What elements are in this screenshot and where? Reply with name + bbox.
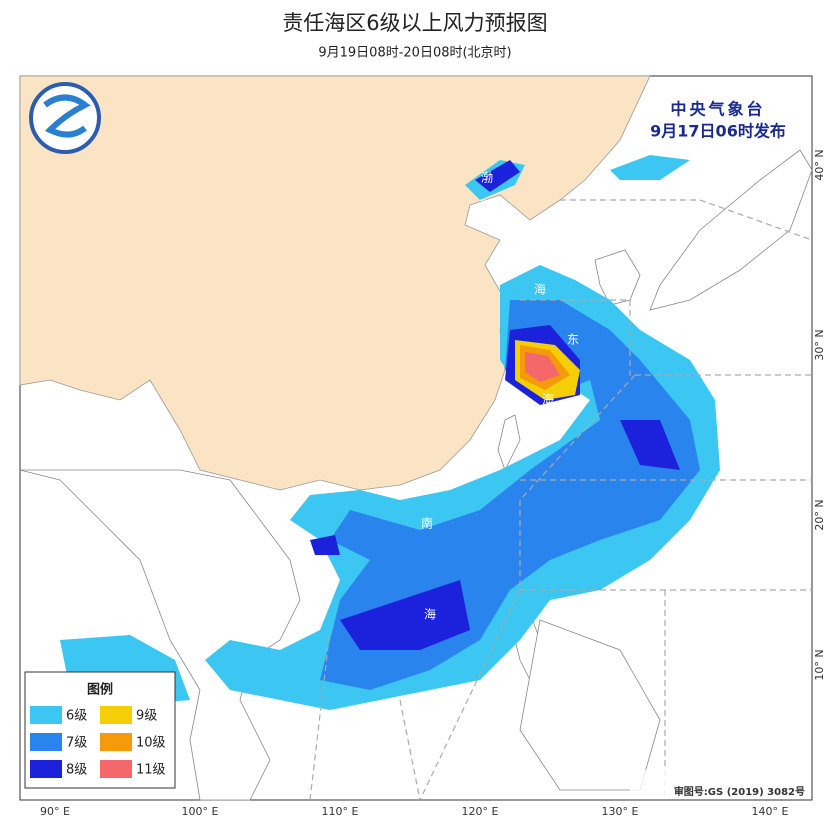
labels: 中央气象台 9月17日06时发布 90° E 100° E 110° E 120° E 13… bbox=[40, 98, 826, 818]
legend: 图例 6级 7级 8级 9级 10级 11级 bbox=[24, 671, 176, 789]
japan bbox=[649, 149, 813, 311]
sea-label: 黄 bbox=[539, 236, 551, 250]
sea-label: 海 bbox=[542, 392, 554, 407]
wind-area-6 bbox=[610, 155, 690, 180]
legend-label: 7级 bbox=[66, 736, 87, 751]
sea-label: 海 bbox=[424, 607, 436, 622]
legend-swatch bbox=[100, 760, 132, 778]
sea-label: 南 bbox=[421, 516, 433, 531]
logo-mark bbox=[43, 94, 91, 138]
longitude-label: 110° E bbox=[322, 805, 359, 818]
map-subtitle: 9月19日08时-20日08时(北京时) bbox=[318, 46, 511, 61]
latitude-label: 40° N bbox=[813, 149, 826, 180]
wind-area-8 bbox=[310, 535, 340, 555]
legend-swatch bbox=[100, 706, 132, 724]
map-title: 责任海区6级以上风力预报图 bbox=[282, 11, 547, 35]
indochina bbox=[19, 469, 301, 801]
latitude-label: 30° N bbox=[813, 329, 826, 360]
wind-area-8 bbox=[340, 580, 470, 650]
legend-label: 10级 bbox=[136, 736, 166, 751]
legend-swatch bbox=[100, 733, 132, 751]
issuer-agency: 中央气象台 bbox=[670, 100, 765, 119]
latitude-label: 20° N bbox=[813, 499, 826, 530]
longitude-label: 100° E bbox=[182, 805, 219, 818]
taiwan bbox=[497, 414, 521, 472]
longitude-label: 130° E bbox=[602, 805, 639, 818]
legend-title: 图例 bbox=[87, 682, 113, 698]
latitude-label: 10° N bbox=[813, 649, 826, 680]
boundary-line bbox=[309, 199, 813, 801]
legend-swatch bbox=[30, 733, 62, 751]
legend-label: 6级 bbox=[66, 709, 87, 724]
sea-label: 渤 bbox=[481, 171, 493, 185]
sea-label: 海 bbox=[479, 198, 491, 213]
legend-swatch bbox=[30, 706, 62, 724]
longitude-label: 120° E bbox=[462, 805, 499, 818]
issuer-time: 9月17日06时发布 bbox=[650, 122, 786, 141]
longitude-label: 90° E bbox=[40, 805, 70, 818]
wind-area-8 bbox=[475, 160, 520, 192]
wind-area-11 bbox=[525, 352, 560, 382]
wind-area-8 bbox=[620, 420, 680, 470]
approval-box bbox=[630, 770, 810, 798]
legend-swatch bbox=[30, 760, 62, 778]
longitude-label: 140° E bbox=[752, 805, 789, 818]
approval-number: 审图号:GS (2019) 3082号 bbox=[674, 785, 805, 798]
sea-label: 海 bbox=[534, 282, 546, 297]
wind-area-7 bbox=[320, 300, 700, 690]
legend-label: 11级 bbox=[136, 763, 166, 778]
sea-label: 东 bbox=[567, 333, 579, 347]
legend-label: 9级 bbox=[136, 709, 157, 724]
legend-label: 8级 bbox=[66, 763, 87, 778]
